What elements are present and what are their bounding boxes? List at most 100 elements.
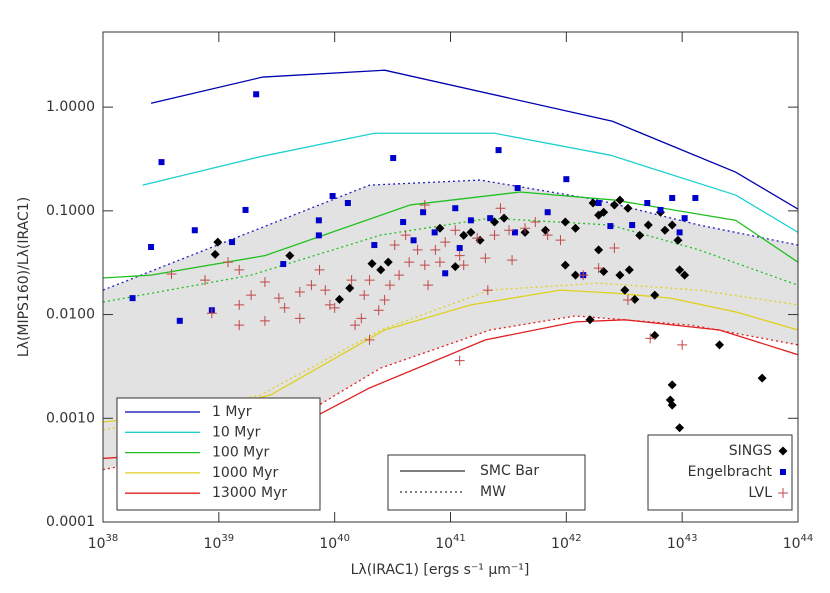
- diamond-marker: [210, 249, 220, 259]
- diamond-marker: [667, 220, 677, 230]
- plus-marker: [273, 293, 284, 304]
- square-marker: [148, 244, 155, 251]
- diamond-marker: [778, 446, 788, 456]
- diamond-marker: [588, 198, 598, 208]
- diamond-marker: [560, 217, 570, 227]
- square-marker: [344, 200, 351, 207]
- square-marker: [371, 242, 378, 249]
- plus-marker: [412, 244, 423, 255]
- square-marker: [629, 222, 636, 229]
- plus-marker: [404, 257, 415, 268]
- diamond-marker: [571, 270, 581, 280]
- legend-label: MW: [480, 484, 506, 500]
- plus-marker: [454, 355, 465, 366]
- square-marker: [420, 209, 427, 216]
- plus-marker: [495, 203, 506, 214]
- diamond-marker: [560, 260, 570, 270]
- plus-marker: [364, 275, 375, 286]
- square-marker: [657, 206, 664, 213]
- legend-label: Engelbracht: [688, 464, 773, 480]
- plus-marker: [507, 255, 518, 266]
- plus-marker: [520, 223, 531, 234]
- diamond-marker: [599, 267, 609, 277]
- plus-marker: [542, 230, 553, 241]
- square-marker: [315, 217, 322, 224]
- square-marker: [400, 219, 407, 226]
- x-tick-label: 1041: [435, 533, 466, 552]
- x-tick-label: 1040: [319, 533, 350, 552]
- plus-marker: [434, 257, 445, 268]
- square-marker: [467, 217, 474, 224]
- square-marker: [129, 295, 136, 302]
- diamond-marker: [459, 230, 469, 240]
- plus-marker: [320, 285, 331, 296]
- smc-model-line: [103, 191, 798, 279]
- plus-marker: [200, 275, 211, 286]
- plus-marker: [294, 287, 305, 298]
- plus-marker: [356, 313, 367, 324]
- y-tick-label: 1.0000: [46, 99, 95, 115]
- diamond-marker: [635, 230, 645, 240]
- square-marker: [452, 205, 459, 212]
- plus-marker: [294, 313, 305, 324]
- diamond-marker: [623, 203, 633, 213]
- plus-marker: [593, 263, 604, 274]
- diamond-marker: [643, 220, 653, 230]
- style-legend-box: [387, 454, 586, 511]
- square-marker: [676, 229, 683, 236]
- diamond-marker: [585, 315, 595, 325]
- plus-marker: [419, 260, 430, 271]
- diamond-marker: [757, 373, 767, 383]
- square-marker: [495, 147, 502, 154]
- plus-marker: [778, 488, 788, 498]
- plus-marker: [306, 280, 317, 291]
- plus-marker: [234, 264, 245, 275]
- square-marker: [158, 159, 165, 166]
- plus-marker: [389, 240, 400, 251]
- diamond-marker: [450, 262, 460, 272]
- plus-marker: [346, 275, 357, 286]
- square-marker: [644, 200, 651, 207]
- square-marker: [242, 206, 249, 213]
- legends: 1 Myr 10 Myr 100 Myr 1000 Myr 13000 Myr SMC B…: [116, 397, 793, 511]
- x-tick-label: 1038: [88, 533, 119, 552]
- y-axis-label: Lλ(MIPS160)/Lλ(IRAC1): [16, 197, 32, 357]
- diamond-marker: [285, 251, 295, 261]
- plus-marker: [530, 217, 541, 228]
- plus-marker: [454, 250, 465, 261]
- plus-marker: [364, 334, 375, 345]
- square-marker: [431, 229, 438, 236]
- plus-marker: [482, 285, 493, 296]
- square-marker: [253, 91, 260, 98]
- diamond-marker: [345, 283, 355, 293]
- diamond-marker: [650, 330, 660, 340]
- diamond-marker: [571, 223, 581, 233]
- square-marker: [595, 200, 602, 207]
- plus-marker: [324, 299, 335, 310]
- plus-marker: [645, 333, 656, 344]
- plus-marker: [234, 299, 245, 310]
- smc-model-line: [142, 132, 798, 233]
- y-tick-label: 0.1000: [46, 203, 95, 219]
- square-marker: [681, 215, 688, 222]
- diamond-marker: [680, 270, 690, 280]
- square-marker: [511, 229, 518, 236]
- diamond-marker: [650, 290, 660, 300]
- diamond-marker: [376, 265, 386, 275]
- diamond-marker: [334, 294, 344, 304]
- plus-marker: [472, 233, 483, 244]
- x-axis-label: Lλ(IRAC1) [ergs s⁻¹ μm⁻¹]: [351, 562, 530, 578]
- diamond-marker: [630, 294, 640, 304]
- plus-marker: [419, 199, 430, 210]
- diamond-marker: [594, 245, 604, 255]
- square-marker: [514, 185, 521, 192]
- legend-label: 1 Myr: [212, 404, 252, 420]
- legend-label: 1000 Myr: [212, 465, 278, 481]
- diamond-marker: [466, 227, 476, 237]
- plus-marker: [677, 339, 688, 350]
- diamond-marker: [675, 423, 685, 433]
- legend-label: SINGS: [729, 443, 772, 459]
- plus-marker: [379, 295, 390, 306]
- x-tick-label: 1042: [551, 533, 582, 552]
